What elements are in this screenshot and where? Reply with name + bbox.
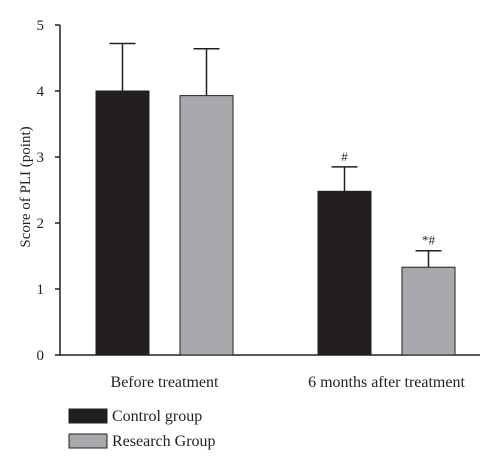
legend-swatch bbox=[68, 433, 108, 449]
bar bbox=[179, 95, 234, 356]
legend-label: Research Group bbox=[112, 433, 216, 450]
y-tick-label: 3 bbox=[37, 150, 45, 166]
y-tick-label: 1 bbox=[37, 282, 45, 298]
y-tick-label: 5 bbox=[37, 18, 45, 34]
legend: Control group Research Group bbox=[68, 408, 216, 450]
y-tick-label: 0 bbox=[37, 348, 45, 364]
significance-mark: *# bbox=[422, 233, 436, 248]
x-category-label: Before treatment bbox=[111, 374, 220, 391]
y-axis-title: Score of PLI (point) bbox=[18, 126, 34, 247]
legend-label: Control group bbox=[112, 408, 202, 425]
bar bbox=[317, 190, 372, 356]
x-category-label: 6 months after treatment bbox=[308, 374, 465, 391]
bars: # *# bbox=[95, 42, 456, 356]
bar bbox=[95, 90, 150, 356]
bar bbox=[401, 266, 456, 356]
y-tick-label: 4 bbox=[37, 84, 45, 100]
significance-mark: # bbox=[341, 149, 348, 164]
legend-swatch bbox=[68, 408, 108, 424]
y-tick-label: 2 bbox=[37, 216, 45, 232]
